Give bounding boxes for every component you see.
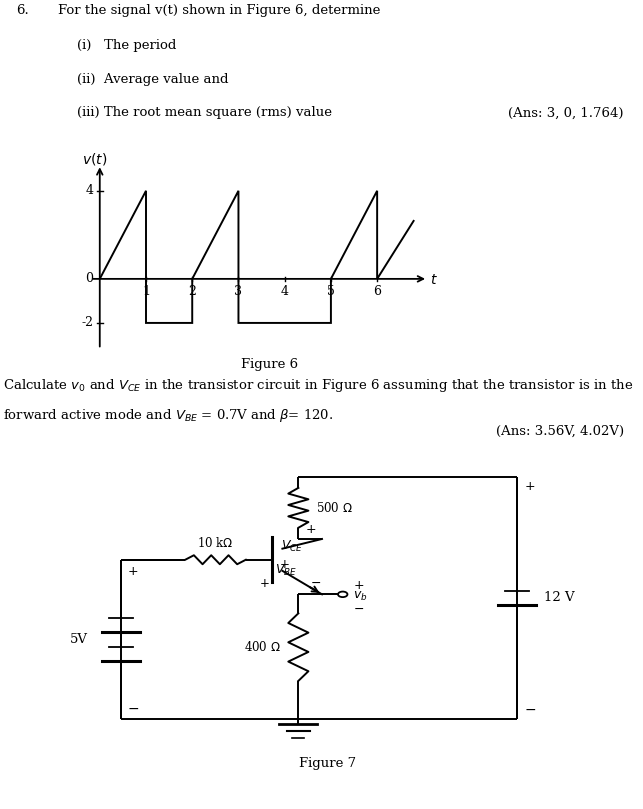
Text: −: − xyxy=(128,702,140,716)
Text: 500 $\Omega$: 500 $\Omega$ xyxy=(316,501,353,515)
Text: 400 $\Omega$: 400 $\Omega$ xyxy=(244,640,280,654)
Text: 1: 1 xyxy=(142,285,150,298)
Text: +: + xyxy=(354,579,364,592)
Text: −: − xyxy=(524,703,536,718)
Text: For the signal v(t) shown in Figure 6, determine: For the signal v(t) shown in Figure 6, d… xyxy=(58,4,380,17)
Text: -2: -2 xyxy=(81,316,93,329)
Text: 0: 0 xyxy=(86,273,93,286)
Text: $t$: $t$ xyxy=(430,273,438,287)
Text: 6: 6 xyxy=(373,285,381,298)
Text: Figure 6: Figure 6 xyxy=(242,358,298,371)
Text: (Ans: 3.56V, 4.02V): (Ans: 3.56V, 4.02V) xyxy=(496,425,624,438)
Text: 12 V: 12 V xyxy=(544,591,574,604)
Text: $v(t)$: $v(t)$ xyxy=(82,150,107,167)
Text: +: + xyxy=(305,523,316,536)
Text: (ii)  Average value and: (ii) Average value and xyxy=(77,73,229,86)
Text: 4: 4 xyxy=(86,184,93,197)
Text: $V_{CE}$: $V_{CE}$ xyxy=(280,539,303,553)
Text: (i)   The period: (i) The period xyxy=(77,40,177,53)
Text: 10 k$\Omega$: 10 k$\Omega$ xyxy=(197,536,234,550)
Text: +: + xyxy=(280,557,290,570)
Text: +: + xyxy=(128,565,139,578)
Text: Figure 7: Figure 7 xyxy=(300,757,356,770)
Text: 5V: 5V xyxy=(70,633,88,646)
Text: forward active mode and $V_{BE}$ = 0.7V and $\beta$= 120.: forward active mode and $V_{BE}$ = 0.7V … xyxy=(3,407,334,424)
Text: +: + xyxy=(260,577,269,590)
Text: $v_b$: $v_b$ xyxy=(354,590,368,603)
Text: (iii) The root mean square (rms) value: (iii) The root mean square (rms) value xyxy=(77,106,332,119)
Text: $V_{BE}$: $V_{BE}$ xyxy=(275,562,297,578)
Text: 3: 3 xyxy=(235,285,242,298)
Text: 6.: 6. xyxy=(16,4,29,17)
Text: +: + xyxy=(524,481,535,493)
Text: Calculate $v_0$ and $V_{CE}$ in the transistor circuit in Figure 6 assuming that: Calculate $v_0$ and $V_{CE}$ in the tran… xyxy=(3,378,633,395)
Text: 4: 4 xyxy=(281,285,289,298)
Text: −: − xyxy=(354,604,364,616)
Text: 2: 2 xyxy=(188,285,196,298)
Text: −: − xyxy=(311,577,322,590)
Text: 5: 5 xyxy=(327,285,335,298)
Text: (Ans: 3, 0, 1.764): (Ans: 3, 0, 1.764) xyxy=(508,106,624,119)
